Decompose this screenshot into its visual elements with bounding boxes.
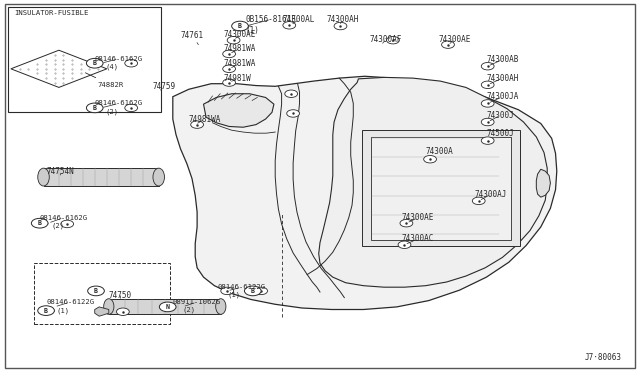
Text: 74981WA: 74981WA: [189, 115, 221, 124]
Circle shape: [400, 219, 413, 227]
Circle shape: [387, 36, 399, 44]
Circle shape: [285, 90, 298, 97]
Text: 74981W: 74981W: [224, 74, 252, 83]
Text: 74300AF: 74300AF: [370, 35, 403, 44]
Text: 08911-1062G: 08911-1062G: [173, 299, 221, 306]
Text: 74300AJ: 74300AJ: [475, 190, 508, 199]
Text: 74300AE: 74300AE: [402, 213, 435, 222]
Circle shape: [125, 60, 138, 67]
Ellipse shape: [153, 168, 164, 186]
Text: 74300AL: 74300AL: [283, 15, 316, 24]
Text: 74300AE: 74300AE: [224, 30, 257, 39]
Text: 74300A: 74300A: [426, 147, 453, 159]
Circle shape: [334, 22, 347, 30]
Text: 74300JA: 74300JA: [486, 92, 519, 102]
FancyBboxPatch shape: [5, 4, 635, 368]
Circle shape: [255, 287, 268, 295]
Text: 74754N: 74754N: [46, 167, 74, 176]
Bar: [44, 168, 159, 186]
Circle shape: [116, 308, 129, 315]
Polygon shape: [536, 169, 550, 197]
Text: 08146-6162G: 08146-6162G: [40, 215, 88, 222]
Polygon shape: [95, 307, 109, 316]
Text: J7·80063: J7·80063: [585, 353, 622, 362]
Text: B: B: [44, 308, 48, 314]
Text: N: N: [166, 304, 170, 310]
Circle shape: [161, 303, 174, 311]
Text: (1): (1): [56, 307, 70, 314]
Circle shape: [283, 22, 296, 29]
Circle shape: [481, 62, 494, 70]
Circle shape: [227, 36, 240, 44]
Circle shape: [223, 79, 236, 86]
Text: 74981WA: 74981WA: [224, 59, 257, 68]
Circle shape: [221, 287, 234, 295]
Text: B: B: [93, 60, 97, 66]
Circle shape: [223, 50, 236, 58]
Circle shape: [61, 220, 74, 228]
Text: 74981WA: 74981WA: [224, 44, 257, 53]
Bar: [109, 299, 221, 314]
Circle shape: [38, 306, 54, 315]
Text: (2): (2): [182, 306, 196, 313]
Bar: [371, 137, 511, 240]
Circle shape: [232, 21, 248, 31]
Text: 74759: 74759: [152, 82, 175, 91]
Text: 08146-6122G: 08146-6122G: [46, 299, 94, 306]
Circle shape: [223, 65, 236, 73]
FancyBboxPatch shape: [8, 7, 161, 112]
Text: 74750: 74750: [109, 291, 132, 300]
Ellipse shape: [104, 299, 114, 314]
Circle shape: [88, 286, 104, 296]
Text: (1): (1): [227, 291, 241, 298]
Bar: [362, 130, 520, 246]
Text: INSULATOR-FUSIBLE: INSULATOR-FUSIBLE: [14, 10, 88, 16]
Text: 74882R: 74882R: [85, 73, 124, 88]
Circle shape: [31, 218, 48, 228]
Polygon shape: [319, 77, 547, 287]
Text: 08146-6162G: 08146-6162G: [95, 100, 143, 107]
Text: 74300AC: 74300AC: [402, 234, 435, 244]
Circle shape: [86, 103, 103, 113]
Circle shape: [191, 121, 204, 128]
Circle shape: [398, 241, 411, 248]
Text: B: B: [94, 288, 98, 294]
Text: 74300J: 74300J: [486, 111, 514, 121]
Text: (2): (2): [51, 222, 65, 229]
Polygon shape: [11, 50, 107, 87]
Circle shape: [244, 286, 261, 296]
Circle shape: [481, 137, 494, 144]
Text: 74761: 74761: [180, 31, 204, 45]
Circle shape: [86, 58, 103, 68]
Circle shape: [481, 81, 494, 89]
Text: 74300AH: 74300AH: [326, 15, 359, 24]
Text: 74500J: 74500J: [486, 129, 514, 141]
Text: 74300AE: 74300AE: [438, 35, 471, 44]
Circle shape: [424, 155, 436, 163]
Text: (4): (4): [106, 64, 119, 70]
Circle shape: [481, 100, 494, 107]
Text: B: B: [93, 105, 97, 111]
Circle shape: [442, 41, 454, 48]
Text: 0B156-8161F: 0B156-8161F: [246, 15, 296, 25]
Circle shape: [125, 104, 138, 112]
Polygon shape: [173, 76, 557, 310]
Text: 08146-6122G: 08146-6122G: [218, 284, 266, 290]
Text: B: B: [238, 23, 242, 29]
Circle shape: [159, 302, 176, 312]
Text: 08146-6162G: 08146-6162G: [95, 56, 143, 62]
Polygon shape: [204, 94, 274, 127]
Text: 74300AB: 74300AB: [486, 55, 519, 65]
Circle shape: [481, 118, 494, 126]
Ellipse shape: [216, 299, 226, 314]
Ellipse shape: [38, 168, 49, 186]
Text: B: B: [38, 220, 42, 226]
Text: (1): (1): [246, 26, 260, 35]
Text: (2): (2): [106, 108, 119, 115]
Circle shape: [472, 197, 485, 205]
Circle shape: [287, 110, 300, 117]
Text: 74300AH: 74300AH: [486, 74, 519, 84]
Text: B: B: [251, 288, 255, 294]
